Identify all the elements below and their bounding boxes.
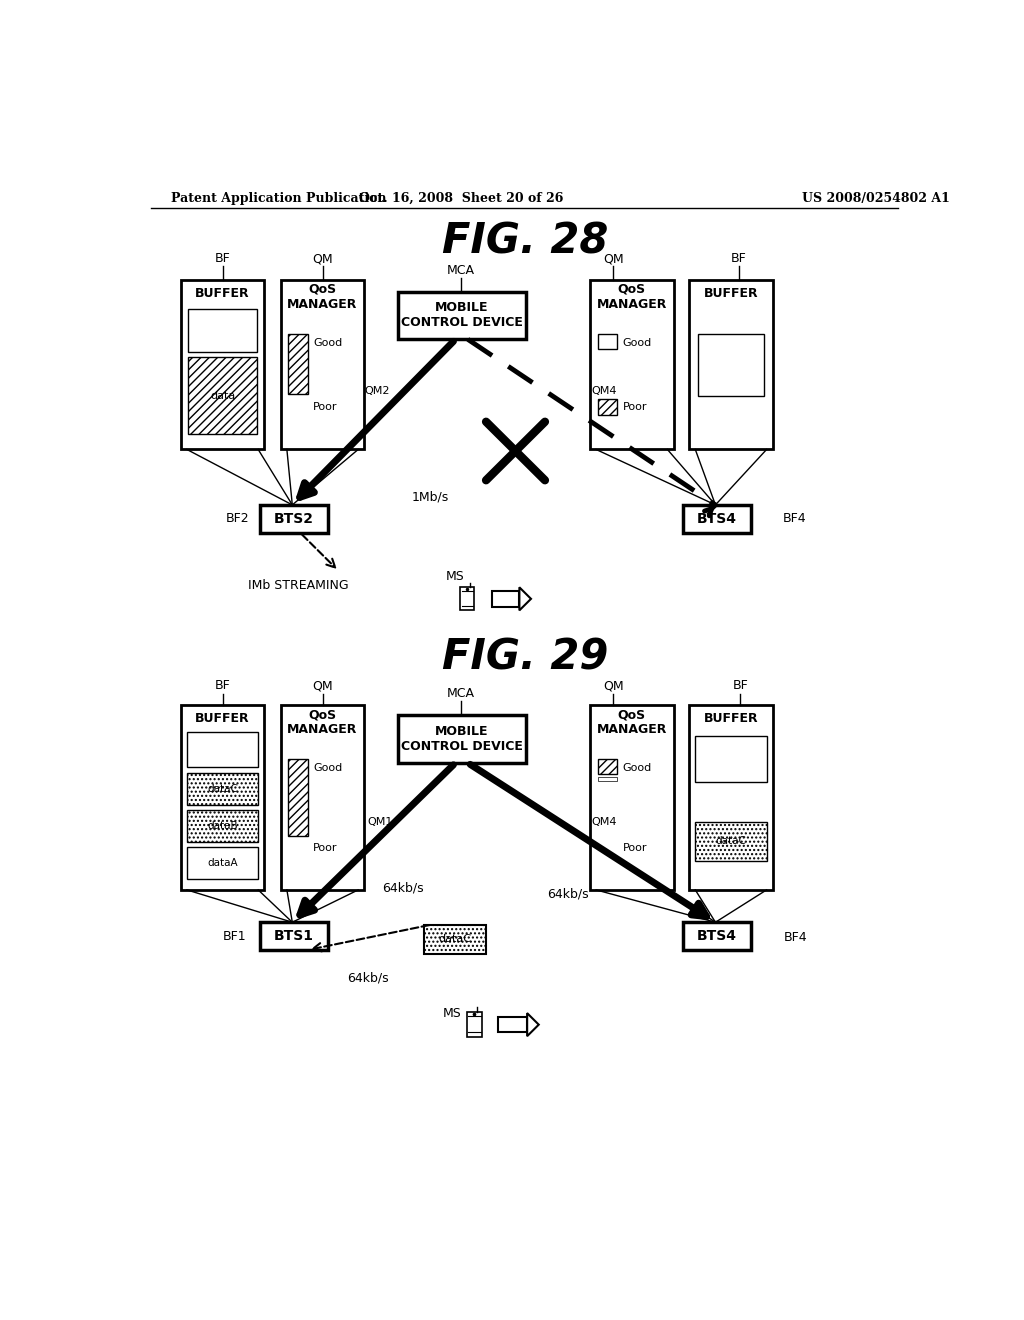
Text: QM: QM xyxy=(603,252,624,265)
Text: dataB: dataB xyxy=(207,821,238,832)
Text: MOBILE
CONTROL DEVICE: MOBILE CONTROL DEVICE xyxy=(400,301,522,330)
Bar xyxy=(493,591,519,607)
Text: BTS1: BTS1 xyxy=(273,929,313,942)
Text: Poor: Poor xyxy=(313,403,338,412)
Text: BUFFER: BUFFER xyxy=(703,288,758,301)
Bar xyxy=(683,923,751,950)
Text: BTS4: BTS4 xyxy=(697,512,737,525)
Text: BF2: BF2 xyxy=(226,512,250,525)
Bar xyxy=(467,1012,482,1038)
Text: IMb STREAMING: IMb STREAMING xyxy=(248,579,349,593)
Bar xyxy=(281,280,365,450)
Bar xyxy=(289,334,308,393)
Bar xyxy=(187,810,258,842)
Text: Poor: Poor xyxy=(623,403,647,412)
Text: FIG. 29: FIG. 29 xyxy=(441,636,608,678)
Text: BTS4: BTS4 xyxy=(697,929,737,942)
Text: BF4: BF4 xyxy=(782,512,806,525)
Text: dataA: dataA xyxy=(207,858,238,869)
Text: QM1: QM1 xyxy=(368,817,393,828)
Text: QM2: QM2 xyxy=(365,385,390,396)
Bar xyxy=(598,400,617,414)
Text: MOBILE
CONTROL DEVICE: MOBILE CONTROL DEVICE xyxy=(400,725,522,752)
Text: MS: MS xyxy=(445,570,465,583)
Text: dataC: dataC xyxy=(207,784,238,795)
Text: QM: QM xyxy=(312,680,333,693)
Bar xyxy=(260,506,328,533)
Bar xyxy=(598,776,617,780)
Bar xyxy=(689,280,773,450)
Text: QM: QM xyxy=(312,252,333,265)
Bar xyxy=(188,358,257,434)
Bar xyxy=(695,737,767,781)
Bar xyxy=(695,822,767,861)
Text: BF: BF xyxy=(731,252,746,265)
Text: FIG. 28: FIG. 28 xyxy=(441,220,608,263)
Text: QoS
MANAGER: QoS MANAGER xyxy=(597,282,667,312)
Text: 64kb/s: 64kb/s xyxy=(347,972,389,985)
Bar xyxy=(598,759,617,775)
Text: Good: Good xyxy=(623,763,651,774)
Text: BF: BF xyxy=(215,252,230,265)
Text: BUFFER: BUFFER xyxy=(703,713,758,726)
Text: BF4: BF4 xyxy=(784,931,808,944)
Bar xyxy=(424,924,486,954)
Text: Poor: Poor xyxy=(623,842,647,853)
Bar xyxy=(590,280,674,450)
Text: BF1: BF1 xyxy=(223,929,247,942)
Bar xyxy=(281,705,365,890)
Bar xyxy=(397,292,525,339)
Text: data: data xyxy=(210,391,236,400)
Text: Poor: Poor xyxy=(313,842,338,853)
Bar xyxy=(180,280,264,450)
Bar xyxy=(187,774,258,805)
Bar xyxy=(188,309,257,351)
Text: MCA: MCA xyxy=(447,264,475,277)
Text: BTS2: BTS2 xyxy=(273,512,313,525)
Text: Patent Application Publication: Patent Application Publication xyxy=(171,191,386,205)
Text: BF: BF xyxy=(732,680,749,693)
Bar xyxy=(590,705,674,890)
Bar xyxy=(180,705,264,890)
Text: BUFFER: BUFFER xyxy=(196,288,250,301)
Text: 64kb/s: 64kb/s xyxy=(548,887,589,900)
Text: QoS
MANAGER: QoS MANAGER xyxy=(597,708,667,737)
Bar xyxy=(187,733,258,767)
Text: Good: Good xyxy=(313,338,342,348)
Bar xyxy=(689,705,773,890)
Text: Good: Good xyxy=(623,338,651,348)
Text: MCA: MCA xyxy=(447,686,475,700)
Text: 64kb/s: 64kb/s xyxy=(382,882,424,895)
Text: dataC: dataC xyxy=(716,837,746,846)
Bar xyxy=(397,715,525,763)
Text: QoS
MANAGER: QoS MANAGER xyxy=(288,708,357,737)
Bar xyxy=(461,587,474,610)
Text: 1Mb/s: 1Mb/s xyxy=(412,491,449,504)
Text: BF: BF xyxy=(215,680,230,693)
Text: dataC: dataC xyxy=(438,935,471,944)
Bar xyxy=(289,759,308,836)
Text: QoS
MANAGER: QoS MANAGER xyxy=(288,282,357,312)
Text: QM: QM xyxy=(603,680,624,693)
Bar xyxy=(598,334,617,350)
Text: US 2008/0254802 A1: US 2008/0254802 A1 xyxy=(802,191,950,205)
Bar xyxy=(683,506,751,533)
Text: Oct. 16, 2008  Sheet 20 of 26: Oct. 16, 2008 Sheet 20 of 26 xyxy=(359,191,563,205)
Bar xyxy=(698,334,764,396)
Bar xyxy=(187,847,258,879)
Text: QM4: QM4 xyxy=(592,385,616,396)
Text: BUFFER: BUFFER xyxy=(196,713,250,726)
Bar xyxy=(260,923,328,950)
Text: Good: Good xyxy=(313,763,342,774)
Bar xyxy=(499,1016,527,1032)
Text: QM4: QM4 xyxy=(592,817,616,828)
Text: MS: MS xyxy=(442,1007,461,1019)
